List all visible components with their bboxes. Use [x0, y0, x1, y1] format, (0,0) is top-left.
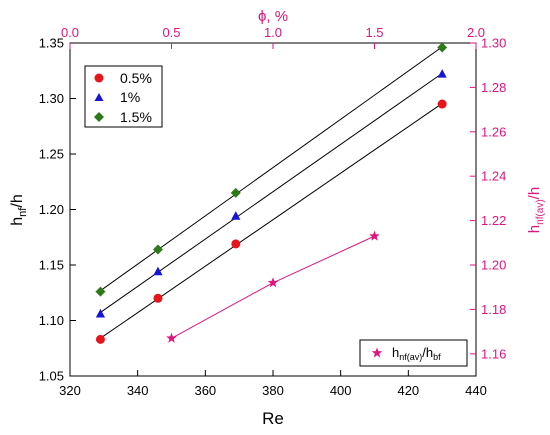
- x-tick-label: 400: [330, 383, 352, 398]
- legend-secondary: hnf(av)/hbf: [359, 339, 468, 367]
- x-tick-label: 320: [59, 383, 81, 398]
- point-series-0: [231, 239, 241, 249]
- legend-sec-sub2: bf: [433, 352, 441, 362]
- point-series-2: [230, 187, 241, 198]
- point-series-1: [153, 266, 163, 276]
- secondary-series-point: [369, 230, 380, 241]
- y-right-tick-label: 1.30: [481, 36, 506, 51]
- legend-label-1.5pct: 1.5%: [120, 109, 152, 125]
- y-tick-label: 1.20: [39, 202, 64, 217]
- y-tick-label: 1.10: [39, 313, 64, 328]
- y-right-tick-label: 1.24: [481, 169, 506, 184]
- y-right-axis-label-sub: nf(av): [535, 199, 546, 225]
- legend-marker-star: [371, 347, 383, 358]
- x-tick-label: 380: [262, 383, 284, 398]
- point-series-1: [95, 308, 106, 318]
- y-tick-label: 1.05: [39, 369, 64, 384]
- y-right-axis-label-main: h: [526, 225, 543, 233]
- x-top-tick-label: 2.0: [467, 25, 485, 40]
- y-axis-label-main: h: [9, 217, 26, 226]
- y-right-tick-label: 1.28: [481, 80, 506, 95]
- y-right-tick-label: 1.26: [481, 124, 506, 139]
- y-right-axis-label-tail: /h: [526, 187, 543, 200]
- point-series-0: [95, 334, 105, 344]
- legend-sec-main: h: [392, 345, 399, 360]
- x-tick-label: 340: [127, 383, 149, 398]
- fit-line-series-0: [100, 103, 443, 339]
- chart-marks: 320 340 360 380 400 420 440 1.05 1.10 1.15 1.20 1.2…: [39, 25, 507, 398]
- legend-primary: 0.5% 1% 1.5%: [84, 65, 163, 128]
- y-axis-label-sub: nf: [17, 207, 29, 217]
- point-series-0: [153, 293, 163, 303]
- legend-marker-1pct: [94, 93, 104, 101]
- x-top-tick-label: 1.0: [264, 25, 282, 40]
- secondary-series-line: [171, 235, 375, 339]
- y-tick-label: 1.35: [39, 36, 64, 51]
- y-axis-label-tail: /h: [9, 194, 26, 207]
- y-tick-label: 1.25: [39, 147, 64, 162]
- x-top-axis-label: ϕ, %: [258, 8, 288, 25]
- x-axis-label: Re: [262, 409, 284, 428]
- y-tick-label: 1.15: [39, 258, 64, 273]
- x-tick-label: 440: [465, 383, 487, 398]
- y-tick-label: 1.30: [39, 91, 64, 106]
- secondary-series-point: [166, 332, 177, 343]
- legend-sec-mid: /h: [422, 345, 433, 360]
- secondary-series-point: [267, 277, 279, 288]
- y-right-axis-label: hnf(av)/h: [526, 187, 546, 233]
- point-series-1: [437, 69, 447, 78]
- x-tick-label: 360: [194, 383, 216, 398]
- point-series-0: [437, 99, 447, 109]
- x-tick-label: 420: [397, 383, 419, 398]
- legend-marker-1.5pct: [94, 112, 104, 122]
- x-top-tick-label: 0.0: [61, 25, 79, 40]
- point-series-1: [231, 211, 241, 220]
- legend-sec-sub1: nf(av): [399, 352, 422, 362]
- point-series-2: [95, 286, 106, 297]
- legend-label-1pct: 1%: [120, 89, 140, 105]
- legend-label-secondary: hnf(av)/hbf: [392, 345, 441, 362]
- x-top-tick-label: 0.5: [162, 25, 180, 40]
- legend-label-0.5pct: 0.5%: [120, 70, 152, 86]
- y-right-tick-label: 1.22: [481, 213, 506, 228]
- legend-marker-0.5pct: [94, 73, 104, 83]
- y-right-tick-label: 1.20: [481, 258, 506, 273]
- point-series-2: [152, 244, 163, 255]
- y-axis-label: hnf/h: [9, 194, 29, 225]
- x-top-tick-label: 1.5: [365, 25, 383, 40]
- point-series-2: [437, 42, 448, 53]
- y-right-tick-label: 1.16: [481, 346, 506, 361]
- y-right-tick-label: 1.18: [481, 302, 506, 317]
